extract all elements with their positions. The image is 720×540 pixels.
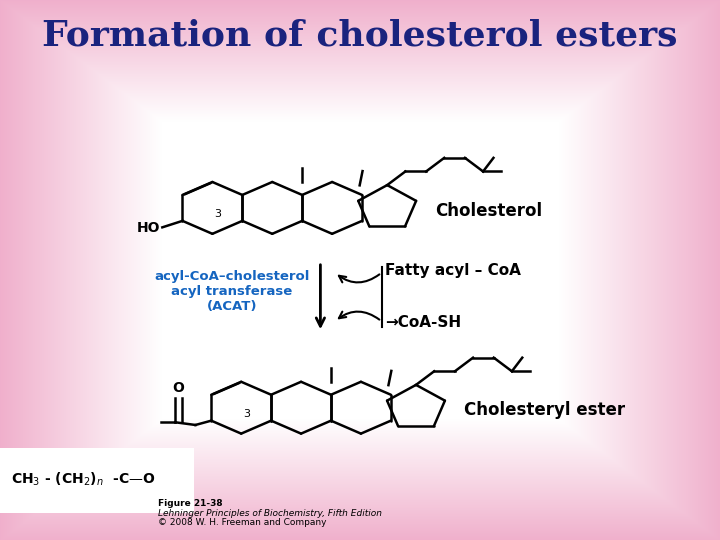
- Text: Lehninger Principles of Biochemistry, Fifth Edition: Lehninger Principles of Biochemistry, Fi…: [158, 509, 382, 518]
- Text: Cholesteryl ester: Cholesteryl ester: [464, 401, 626, 420]
- Text: →CoA-SH: →CoA-SH: [385, 315, 462, 330]
- Text: HO: HO: [137, 221, 160, 235]
- Text: O: O: [172, 381, 184, 395]
- Text: Figure 21-38: Figure 21-38: [158, 500, 223, 509]
- Text: Cholesterol: Cholesterol: [436, 201, 543, 220]
- Text: Formation of cholesterol esters: Formation of cholesterol esters: [42, 19, 678, 53]
- Text: © 2008 W. H. Freeman and Company: © 2008 W. H. Freeman and Company: [158, 518, 327, 528]
- Text: 3: 3: [215, 210, 222, 219]
- FancyBboxPatch shape: [0, 448, 194, 513]
- Text: acyl-CoA–cholesterol
acyl transferase
(ACAT): acyl-CoA–cholesterol acyl transferase (A…: [154, 270, 310, 313]
- Text: 3: 3: [243, 409, 251, 419]
- Text: CH$_3$ - (CH$_2$)$_n$  -C—O: CH$_3$ - (CH$_2$)$_n$ -C—O: [11, 471, 156, 488]
- Text: Fatty acyl – CoA: Fatty acyl – CoA: [385, 262, 521, 278]
